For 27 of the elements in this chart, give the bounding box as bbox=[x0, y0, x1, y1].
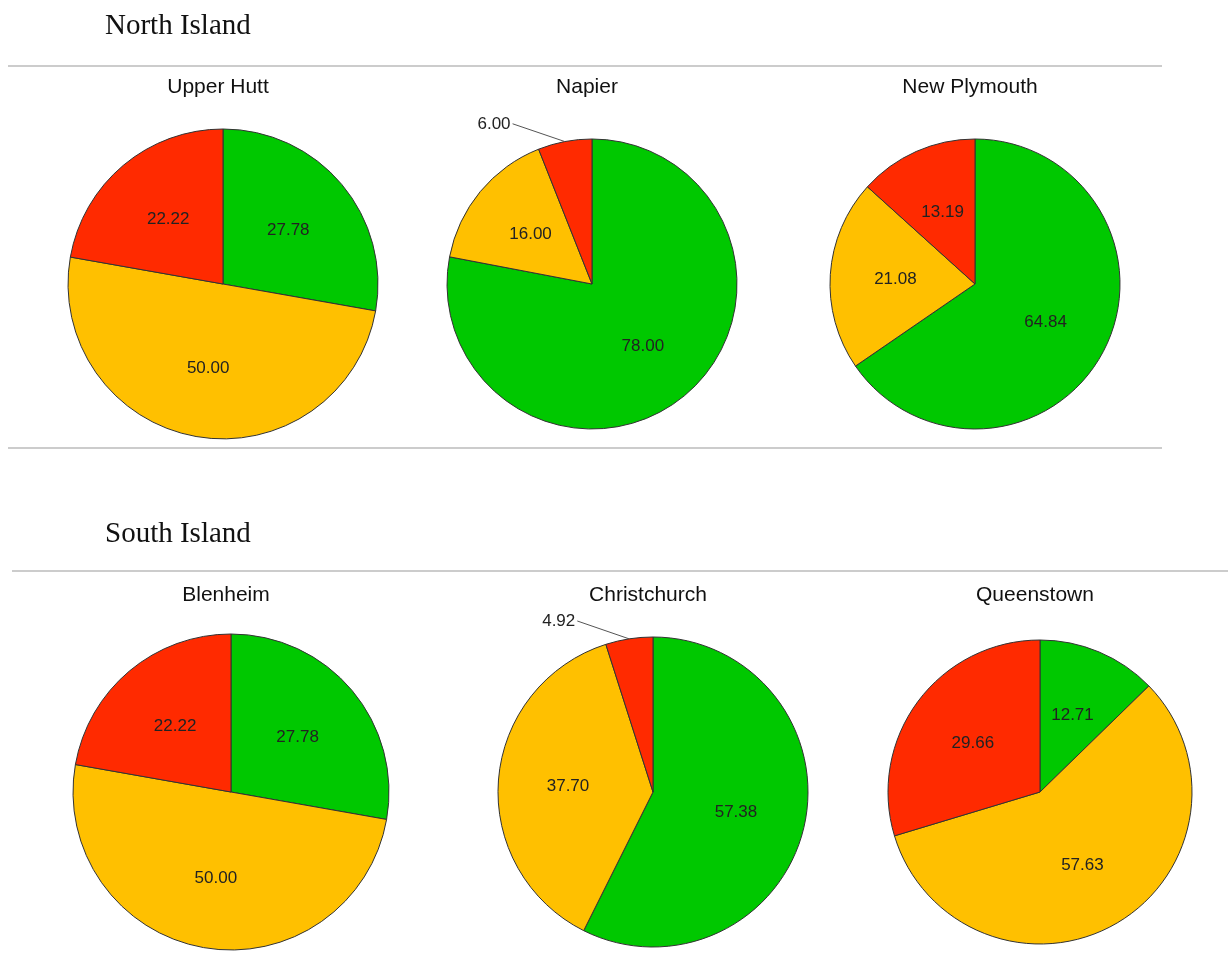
chart-title: Christchurch bbox=[588, 582, 708, 606]
data-label: 4.92 bbox=[542, 611, 576, 631]
chart-title: Queenstown bbox=[975, 582, 1095, 606]
data-label: 22.22 bbox=[146, 209, 190, 229]
data-label: 50.00 bbox=[186, 358, 230, 378]
data-label: 27.78 bbox=[267, 219, 310, 239]
data-label: 16.00 bbox=[509, 223, 552, 243]
data-label: 13.19 bbox=[921, 201, 964, 221]
chart-title: Blenheim bbox=[181, 582, 271, 606]
data-label: 57.63 bbox=[1061, 854, 1104, 874]
data-label: 12.71 bbox=[1051, 705, 1094, 725]
data-label: 22.22 bbox=[153, 715, 197, 735]
data-label: 57.38 bbox=[714, 802, 758, 822]
chart-title: Napier bbox=[555, 74, 619, 98]
data-label: 50.00 bbox=[194, 868, 238, 888]
pie-slice bbox=[446, 138, 738, 430]
data-label: 37.70 bbox=[546, 775, 590, 795]
data-label: 21.08 bbox=[874, 269, 917, 289]
text: North Island bbox=[105, 8, 251, 41]
data-label: 64.84 bbox=[1024, 311, 1067, 331]
data-label: 27.78 bbox=[276, 726, 319, 746]
data-label: 78.00 bbox=[621, 335, 665, 355]
data-label: 29.66 bbox=[951, 732, 995, 752]
chart-title: New Plymouth bbox=[901, 74, 1039, 98]
chart-title: Upper Hutt bbox=[166, 74, 270, 98]
data-label: 6.00 bbox=[477, 114, 511, 134]
text: South Island bbox=[105, 516, 251, 549]
